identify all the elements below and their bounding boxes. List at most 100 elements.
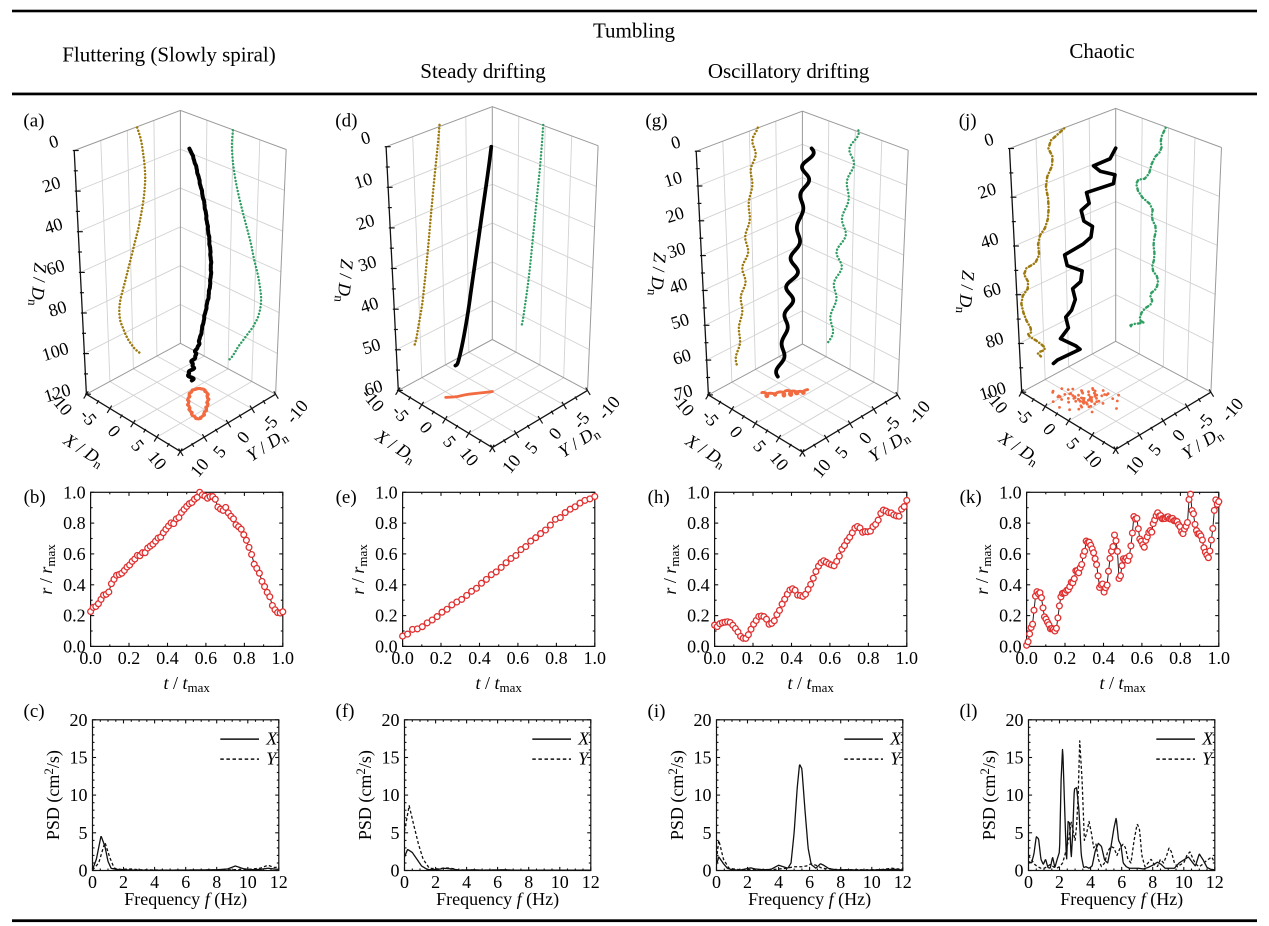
svg-text:1.0: 1.0 (1208, 648, 1231, 668)
svg-text:4: 4 (774, 872, 783, 892)
svg-text:80: 80 (983, 328, 1006, 352)
svg-text:0.4: 0.4 (468, 648, 491, 668)
svg-text:6: 6 (805, 872, 814, 892)
svg-text:Z / Dn: Z / Dn (644, 251, 670, 297)
svg-text:0.8: 0.8 (375, 513, 398, 533)
svg-text:PSD (cm2/s): PSD (cm2/s) (41, 750, 64, 840)
svg-text:(f): (f) (336, 701, 355, 722)
svg-text:0.0: 0.0 (79, 648, 102, 668)
svg-text:60: 60 (362, 376, 385, 400)
svg-text:60: 60 (670, 345, 693, 369)
svg-text:PSD (cm2/s): PSD (cm2/s) (353, 750, 376, 840)
svg-text:20: 20 (976, 178, 999, 202)
svg-text:1.0: 1.0 (272, 648, 295, 668)
svg-text:PSD (cm2/s): PSD (cm2/s) (665, 750, 688, 840)
svg-text:PSD (cm2/s): PSD (cm2/s) (977, 750, 1000, 840)
svg-text:8: 8 (212, 872, 221, 892)
svg-text:2: 2 (1055, 872, 1064, 892)
svg-text:0.4: 0.4 (375, 575, 398, 595)
svg-text:0.6: 0.6 (999, 544, 1022, 564)
svg-text:5: 5 (391, 823, 400, 843)
svg-text:1.0: 1.0 (999, 482, 1022, 502)
svg-text:Frequency f (Hz): Frequency f (Hz) (748, 889, 871, 910)
svg-text:0: 0 (1015, 861, 1024, 881)
svg-text:0.0: 0.0 (391, 648, 414, 668)
svg-text:15: 15 (694, 748, 712, 768)
svg-text:0.6: 0.6 (819, 648, 842, 668)
svg-text:20: 20 (354, 210, 377, 234)
svg-text:10: 10 (239, 872, 257, 892)
svg-text:0.8: 0.8 (545, 648, 568, 668)
svg-text:0.2: 0.2 (118, 648, 141, 668)
svg-text:8: 8 (836, 872, 845, 892)
svg-text:(g): (g) (645, 111, 667, 132)
svg-text:5: 5 (79, 823, 88, 843)
svg-text:Chaotic: Chaotic (1069, 39, 1134, 63)
svg-text:40: 40 (978, 228, 1001, 252)
svg-text:20: 20 (70, 710, 88, 730)
svg-text:X: X (1201, 729, 1214, 749)
svg-text:12: 12 (1206, 872, 1224, 892)
svg-text:0.8: 0.8 (687, 513, 710, 533)
svg-text:0.4: 0.4 (687, 575, 710, 595)
svg-text:4: 4 (1086, 872, 1095, 892)
svg-text:40: 40 (358, 293, 381, 317)
svg-text:6: 6 (181, 872, 190, 892)
svg-text:8: 8 (524, 872, 533, 892)
svg-text:8: 8 (1148, 872, 1157, 892)
svg-text:Y: Y (1202, 749, 1214, 769)
svg-text:0.0: 0.0 (63, 636, 86, 656)
svg-text:0.8: 0.8 (233, 648, 256, 668)
svg-text:0.8: 0.8 (1169, 648, 1192, 668)
svg-text:15: 15 (70, 748, 88, 768)
svg-text:(b): (b) (24, 487, 46, 508)
svg-text:5: 5 (1015, 823, 1024, 843)
svg-text:0.6: 0.6 (1131, 648, 1154, 668)
svg-text:(j): (j) (959, 111, 977, 132)
svg-text:0.2: 0.2 (375, 606, 398, 626)
svg-text:Frequency f (Hz): Frequency f (Hz) (124, 889, 247, 910)
svg-text:0: 0 (1024, 872, 1033, 892)
svg-text:0.2: 0.2 (1054, 648, 1077, 668)
svg-text:30: 30 (665, 238, 688, 262)
svg-text:20: 20 (1006, 710, 1024, 730)
svg-text:0.4: 0.4 (156, 648, 179, 668)
svg-text:0.2: 0.2 (742, 648, 765, 668)
svg-text:15: 15 (382, 748, 400, 768)
svg-text:(h): (h) (648, 487, 670, 508)
svg-text:0.2: 0.2 (687, 606, 710, 626)
svg-text:Oscillatory drifting: Oscillatory drifting (708, 59, 870, 83)
svg-text:0: 0 (703, 861, 712, 881)
svg-text:15: 15 (1006, 748, 1024, 768)
svg-text:(k): (k) (960, 487, 982, 508)
svg-text:4: 4 (150, 872, 159, 892)
svg-text:6: 6 (1117, 872, 1126, 892)
svg-text:Steady drifting: Steady drifting (420, 59, 546, 83)
svg-text:(e): (e) (336, 487, 357, 508)
svg-text:0.0: 0.0 (999, 636, 1022, 656)
svg-text:50: 50 (360, 334, 383, 358)
svg-text:10: 10 (662, 167, 685, 191)
svg-text:0.4: 0.4 (63, 575, 86, 595)
svg-text:10: 10 (1006, 785, 1024, 805)
svg-text:0.0: 0.0 (1015, 648, 1038, 668)
svg-text:0.6: 0.6 (687, 544, 710, 564)
svg-text:10: 10 (1175, 872, 1193, 892)
svg-text:0: 0 (79, 861, 88, 881)
svg-text:10: 10 (70, 785, 88, 805)
svg-text:X: X (577, 729, 590, 749)
svg-text:0.8: 0.8 (857, 648, 880, 668)
svg-text:0.0: 0.0 (375, 636, 398, 656)
svg-text:10: 10 (694, 785, 712, 805)
svg-text:0.6: 0.6 (63, 544, 86, 564)
svg-text:6: 6 (493, 872, 502, 892)
svg-text:20: 20 (382, 710, 400, 730)
svg-text:50: 50 (669, 309, 692, 333)
svg-text:0.2: 0.2 (430, 648, 453, 668)
svg-text:0.0: 0.0 (687, 636, 710, 656)
svg-text:1.0: 1.0 (63, 482, 86, 502)
svg-text:1.0: 1.0 (687, 482, 710, 502)
svg-text:0: 0 (400, 872, 409, 892)
svg-text:60: 60 (980, 278, 1003, 302)
svg-text:Y: Y (266, 749, 278, 769)
